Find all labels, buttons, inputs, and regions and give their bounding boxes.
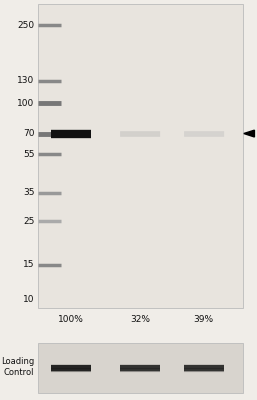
Text: 25: 25 xyxy=(23,217,34,226)
Text: 55: 55 xyxy=(23,150,34,158)
Text: 100: 100 xyxy=(17,99,34,108)
Text: 15: 15 xyxy=(23,260,34,269)
Polygon shape xyxy=(244,130,254,137)
Text: 100%: 100% xyxy=(58,316,84,324)
Text: 10: 10 xyxy=(23,295,34,304)
Text: 35: 35 xyxy=(23,188,34,197)
Text: 130: 130 xyxy=(17,76,34,85)
Text: 250: 250 xyxy=(17,20,34,30)
Bar xyxy=(38,344,243,393)
Text: 32%: 32% xyxy=(130,316,150,324)
Text: 70: 70 xyxy=(23,129,34,138)
Text: Loading
Control: Loading Control xyxy=(1,357,34,377)
Text: 39%: 39% xyxy=(194,316,214,324)
Bar xyxy=(38,4,243,308)
